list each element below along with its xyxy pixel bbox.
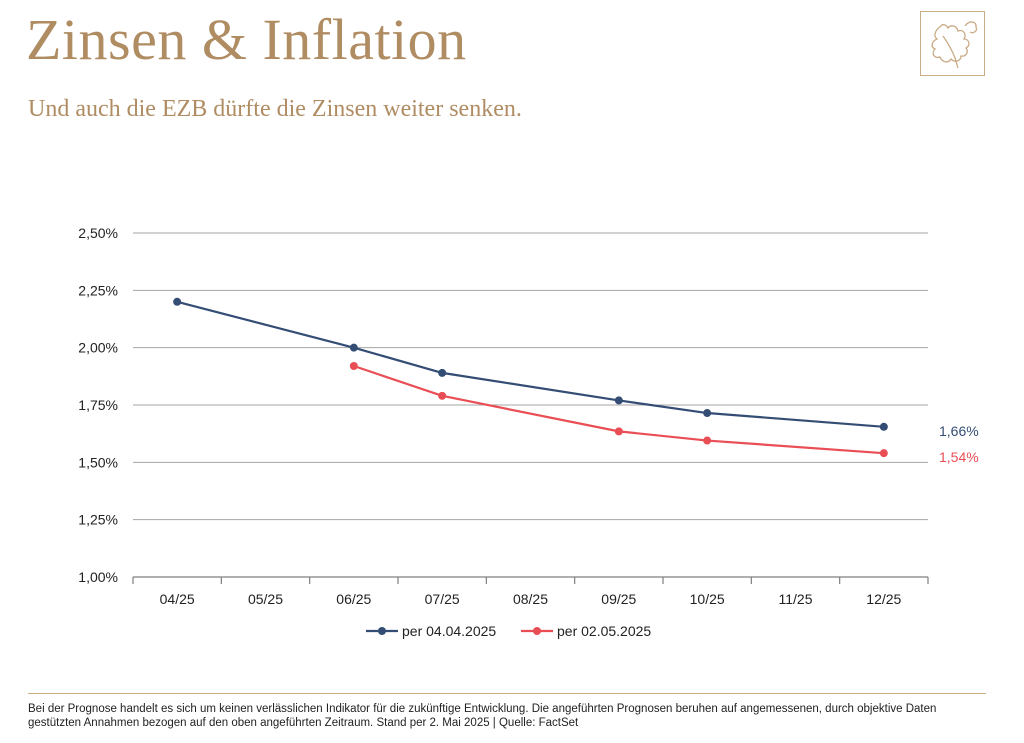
chart-gridlines [133,232,928,521]
x-tick-label: 12/25 [866,591,901,607]
footer-divider [28,693,986,694]
legend-swatch-marker [533,627,541,635]
data-point [438,368,447,377]
page-subtitle: Und auch die EZB dürfte die Zinsen weite… [28,96,522,122]
oak-leaf-logo [920,11,985,76]
footer-disclaimer: Bei der Prognose handelt es sich um kein… [28,703,937,729]
series-line-1 [176,300,884,428]
x-tick-label: 09/25 [601,591,636,607]
line-chart: 1,00% 1,25% 1,50% 1,75% 2,00% 2,25% 2,50% 04/25… [78,225,979,639]
y-tick-label: 2,50% [78,225,118,241]
x-tick-label: 04/25 [160,591,195,607]
y-tick-label: 1,75% [78,397,118,413]
x-tick-label: 10/25 [690,591,725,607]
data-point [879,422,888,431]
x-tick-label: 08/25 [513,591,548,607]
legend-label: per 04.04.2025 [402,623,496,639]
end-value-label: 1,54% [939,449,979,465]
y-tick-label: 1,00% [78,569,118,585]
data-point [614,427,623,436]
chart-series: 1,66% 1,54% [173,297,979,465]
legend-label: per 02.05.2025 [557,623,651,639]
data-point [173,297,182,306]
y-tick-label: 1,25% [78,512,118,528]
chart-axes: 1,00% 1,25% 1,50% 1,75% 2,00% 2,25% 2,50% 04/25… [78,225,929,607]
data-point [349,362,358,371]
data-point [703,436,712,445]
data-point [438,391,447,400]
y-tick-label: 2,25% [78,282,118,298]
data-point [614,396,623,405]
page-title: Zinsen & Inflation [26,7,467,72]
data-point [879,449,888,458]
x-tick-label: 05/25 [248,591,283,607]
end-value-label: 1,66% [939,423,979,439]
data-point [703,409,712,418]
data-point [349,343,358,352]
x-tick-label: 11/25 [779,591,813,607]
legend-swatch-marker [378,627,386,635]
y-tick-label: 2,00% [78,340,118,356]
series-line-2 [353,364,884,455]
y-tick-label: 1,50% [78,454,118,470]
x-tick-label: 06/25 [336,591,371,607]
chart-legend: per 04.04.2025 per 02.05.2025 [366,623,651,639]
x-tick-label: 07/25 [425,591,460,607]
